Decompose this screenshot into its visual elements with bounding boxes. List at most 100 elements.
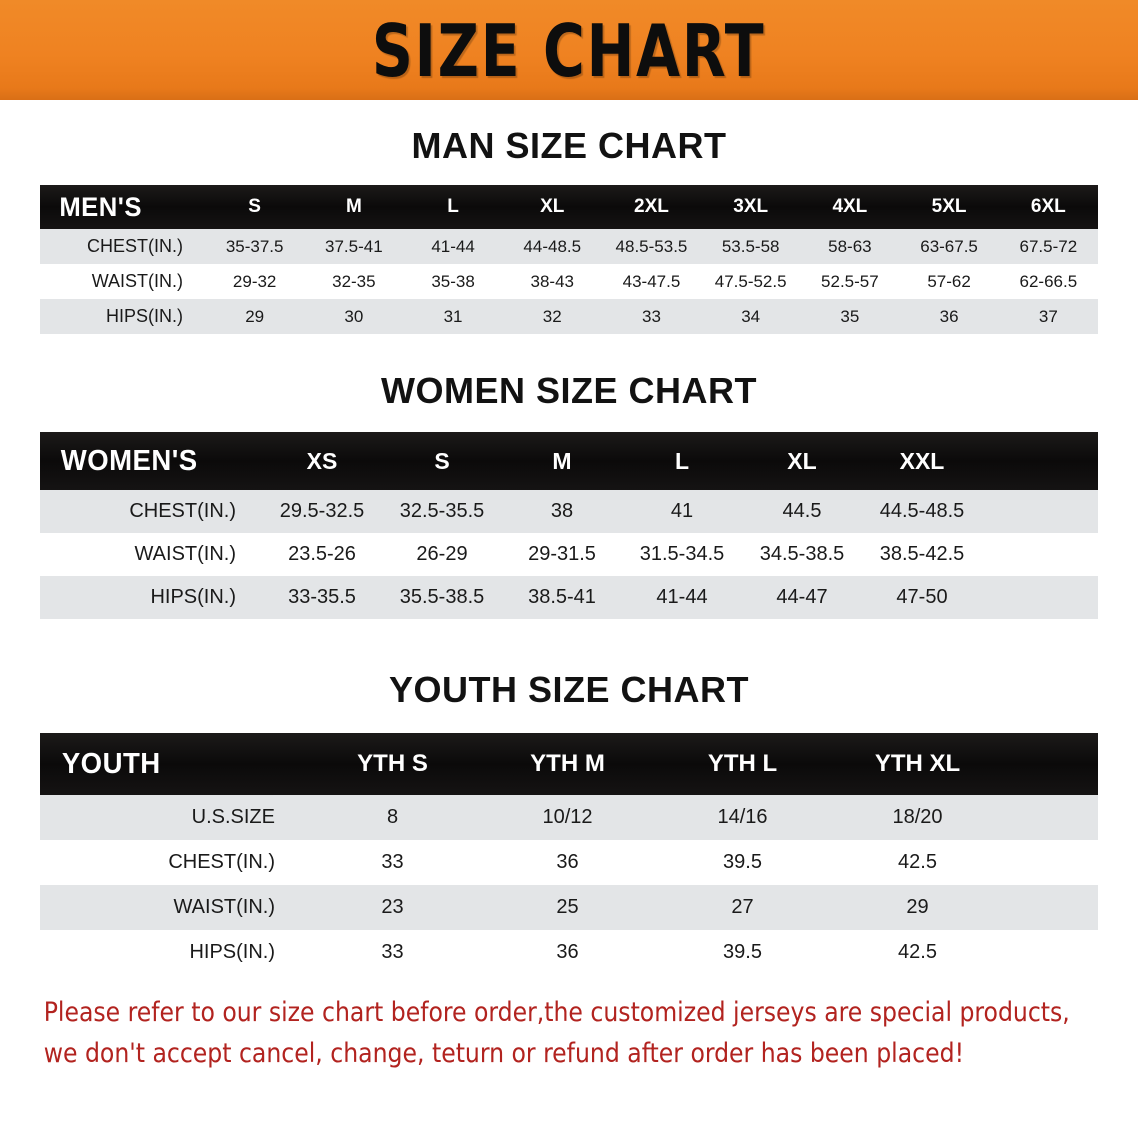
youth-hips-s: 33 xyxy=(381,941,404,963)
man-chest-l: 41-44 xyxy=(431,236,475,256)
man-hips-6xl: 37 xyxy=(1038,306,1058,326)
youth-waist-xl: 29 xyxy=(906,896,929,918)
man-waist-5xl: 57-62 xyxy=(927,271,971,291)
women-table-corner-label: WOMEN'S xyxy=(60,444,198,477)
women-waist-xs: 23.5-26 xyxy=(288,543,356,565)
women-size-col-xxl: XXL xyxy=(899,447,945,474)
youth-hips-m: 36 xyxy=(556,941,579,963)
man-size-col-3xl: 3XL xyxy=(733,196,769,217)
youth-hips-l: 39.5 xyxy=(723,941,762,963)
women-section-title: WOMEN SIZE CHART xyxy=(381,370,757,411)
youth-row-spacer xyxy=(1005,795,1098,840)
table-row: WAIST(IN.) 29-32 32-35 35-38 38-43 43-47… xyxy=(40,264,1098,299)
women-hips-l: 41-44 xyxy=(656,586,708,608)
youth-hips-xl: 42.5 xyxy=(898,941,937,963)
youth-row-spacer xyxy=(1005,840,1098,885)
man-size-col-m: M xyxy=(345,196,362,217)
man-waist-4xl: 52.5-57 xyxy=(821,271,879,291)
man-size-col-6xl: 6XL xyxy=(1030,196,1066,217)
man-table-corner-label: MEN'S xyxy=(59,191,142,222)
man-table-header-row: MEN'S S M L XL 2XL 3XL 4XL 5XL 6XL xyxy=(40,185,1098,229)
youth-ussize-s: 8 xyxy=(386,806,399,828)
women-chest-s: 32.5-35.5 xyxy=(399,500,485,522)
youth-row-label-chest: CHEST(IN.) xyxy=(168,851,275,873)
women-size-table: WOMEN'S XS S M L XL XXL CHEST(IN.) 29.5-… xyxy=(40,432,1098,619)
youth-ussize-l: 14/16 xyxy=(717,806,768,828)
table-row: U.S.SIZE 8 10/12 14/16 18/20 xyxy=(40,795,1098,840)
women-size-col-m: M xyxy=(552,447,572,474)
youth-size-table: YOUTH YTH S YTH M YTH L YTH XL U.S.SIZE … xyxy=(40,733,1098,975)
youth-size-col-s: YTH S xyxy=(357,750,428,777)
women-row-label-chest: CHEST(IN.) xyxy=(129,500,236,522)
table-row: CHEST(IN.) 33 36 39.5 42.5 xyxy=(40,840,1098,885)
man-size-col-2xl: 2XL xyxy=(634,196,669,217)
women-size-col-l: L xyxy=(674,447,690,474)
youth-ussize-xl: 18/20 xyxy=(892,806,943,828)
women-chest-l: 41 xyxy=(670,500,694,522)
women-hips-xxl: 47-50 xyxy=(896,586,948,608)
youth-size-col-l: YTH L xyxy=(707,750,778,777)
women-chest-xxl: 44.5-48.5 xyxy=(879,500,965,522)
women-table-header-row: WOMEN'S XS S M L XL XXL xyxy=(40,432,1098,490)
women-hips-s: 35.5-38.5 xyxy=(399,586,485,608)
man-waist-xl: 38-43 xyxy=(530,271,574,291)
youth-ussize-m: 10/12 xyxy=(542,806,593,828)
youth-header-spacer xyxy=(1005,733,1098,795)
man-chest-m: 37.5-41 xyxy=(325,236,383,256)
women-waist-m: 29-31.5 xyxy=(528,543,596,565)
youth-row-label-ussize: U.S.SIZE xyxy=(191,806,275,828)
women-chest-m: 38 xyxy=(550,500,574,522)
youth-size-col-xl: YTH XL xyxy=(874,750,961,777)
man-size-col-xl: XL xyxy=(540,196,565,217)
table-row: HIPS(IN.) 29 30 31 32 33 34 35 36 37 xyxy=(40,299,1098,334)
man-hips-5xl: 36 xyxy=(939,306,959,326)
youth-chest-l: 39.5 xyxy=(723,851,762,873)
youth-size-col-m: YTH M xyxy=(530,750,605,777)
man-hips-2xl: 33 xyxy=(642,306,661,326)
man-chest-6xl: 67.5-72 xyxy=(1019,236,1078,256)
man-hips-m: 30 xyxy=(344,306,364,326)
women-waist-l: 31.5-34.5 xyxy=(639,543,725,565)
youth-table-header-row: YOUTH YTH S YTH M YTH L YTH XL xyxy=(40,733,1098,795)
page-title: SIZE CHART xyxy=(372,9,766,93)
man-hips-l: 31 xyxy=(443,306,463,326)
youth-row-label-hips: HIPS(IN.) xyxy=(189,941,275,963)
women-chest-xs: 29.5-32.5 xyxy=(279,500,365,522)
man-hips-s: 29 xyxy=(245,306,265,326)
man-size-table: MEN'S S M L XL 2XL 3XL 4XL 5XL 6XL CHEST… xyxy=(40,185,1098,334)
table-row: CHEST(IN.) 29.5-32.5 32.5-35.5 38 41 44.… xyxy=(40,490,1098,533)
man-waist-3xl: 47.5-52.5 xyxy=(714,271,787,291)
table-row: HIPS(IN.) 33-35.5 35.5-38.5 38.5-41 41-4… xyxy=(40,576,1098,619)
man-chest-2xl: 48.5-53.5 xyxy=(615,236,688,256)
man-waist-6xl: 62-66.5 xyxy=(1019,271,1078,291)
women-row-spacer xyxy=(982,533,1098,576)
youth-waist-m: 25 xyxy=(556,896,579,918)
man-hips-4xl: 35 xyxy=(840,306,860,326)
man-chest-4xl: 58-63 xyxy=(828,236,872,256)
man-size-col-l: L xyxy=(447,196,459,217)
man-chest-5xl: 63-67.5 xyxy=(920,236,978,256)
man-section-title: MAN SIZE CHART xyxy=(411,125,727,166)
man-size-col-4xl: 4XL xyxy=(832,196,868,217)
women-size-col-xl: XL xyxy=(787,447,817,474)
women-row-label-hips: HIPS(IN.) xyxy=(150,586,236,608)
women-row-spacer xyxy=(982,490,1098,533)
women-hips-m: 38.5-41 xyxy=(528,586,596,608)
man-waist-s: 29-32 xyxy=(232,271,277,291)
youth-waist-s: 23 xyxy=(381,896,404,918)
table-row: WAIST(IN.) 23 25 27 29 xyxy=(40,885,1098,930)
women-chest-xl: 44.5 xyxy=(782,500,822,522)
disclaimer-line-1: Please refer to our size chart before or… xyxy=(43,997,1070,1028)
youth-row-spacer xyxy=(1005,885,1098,930)
man-row-label-waist: WAIST(IN.) xyxy=(91,271,184,291)
man-chest-s: 35-37.5 xyxy=(225,236,284,256)
disclaimer-line-2: we don't accept cancel, change, teturn o… xyxy=(43,1037,965,1069)
man-row-label-hips: HIPS(IN.) xyxy=(106,306,184,326)
man-hips-3xl: 34 xyxy=(741,306,761,326)
man-row-label-chest: CHEST(IN.) xyxy=(87,236,184,256)
table-row: CHEST(IN.) 35-37.5 37.5-41 41-44 44-48.5… xyxy=(40,229,1098,264)
women-waist-xxl: 38.5-42.5 xyxy=(879,543,965,565)
man-chest-xl: 44-48.5 xyxy=(523,236,582,256)
women-size-col-xs: XS xyxy=(306,447,338,474)
man-hips-xl: 32 xyxy=(542,306,562,326)
